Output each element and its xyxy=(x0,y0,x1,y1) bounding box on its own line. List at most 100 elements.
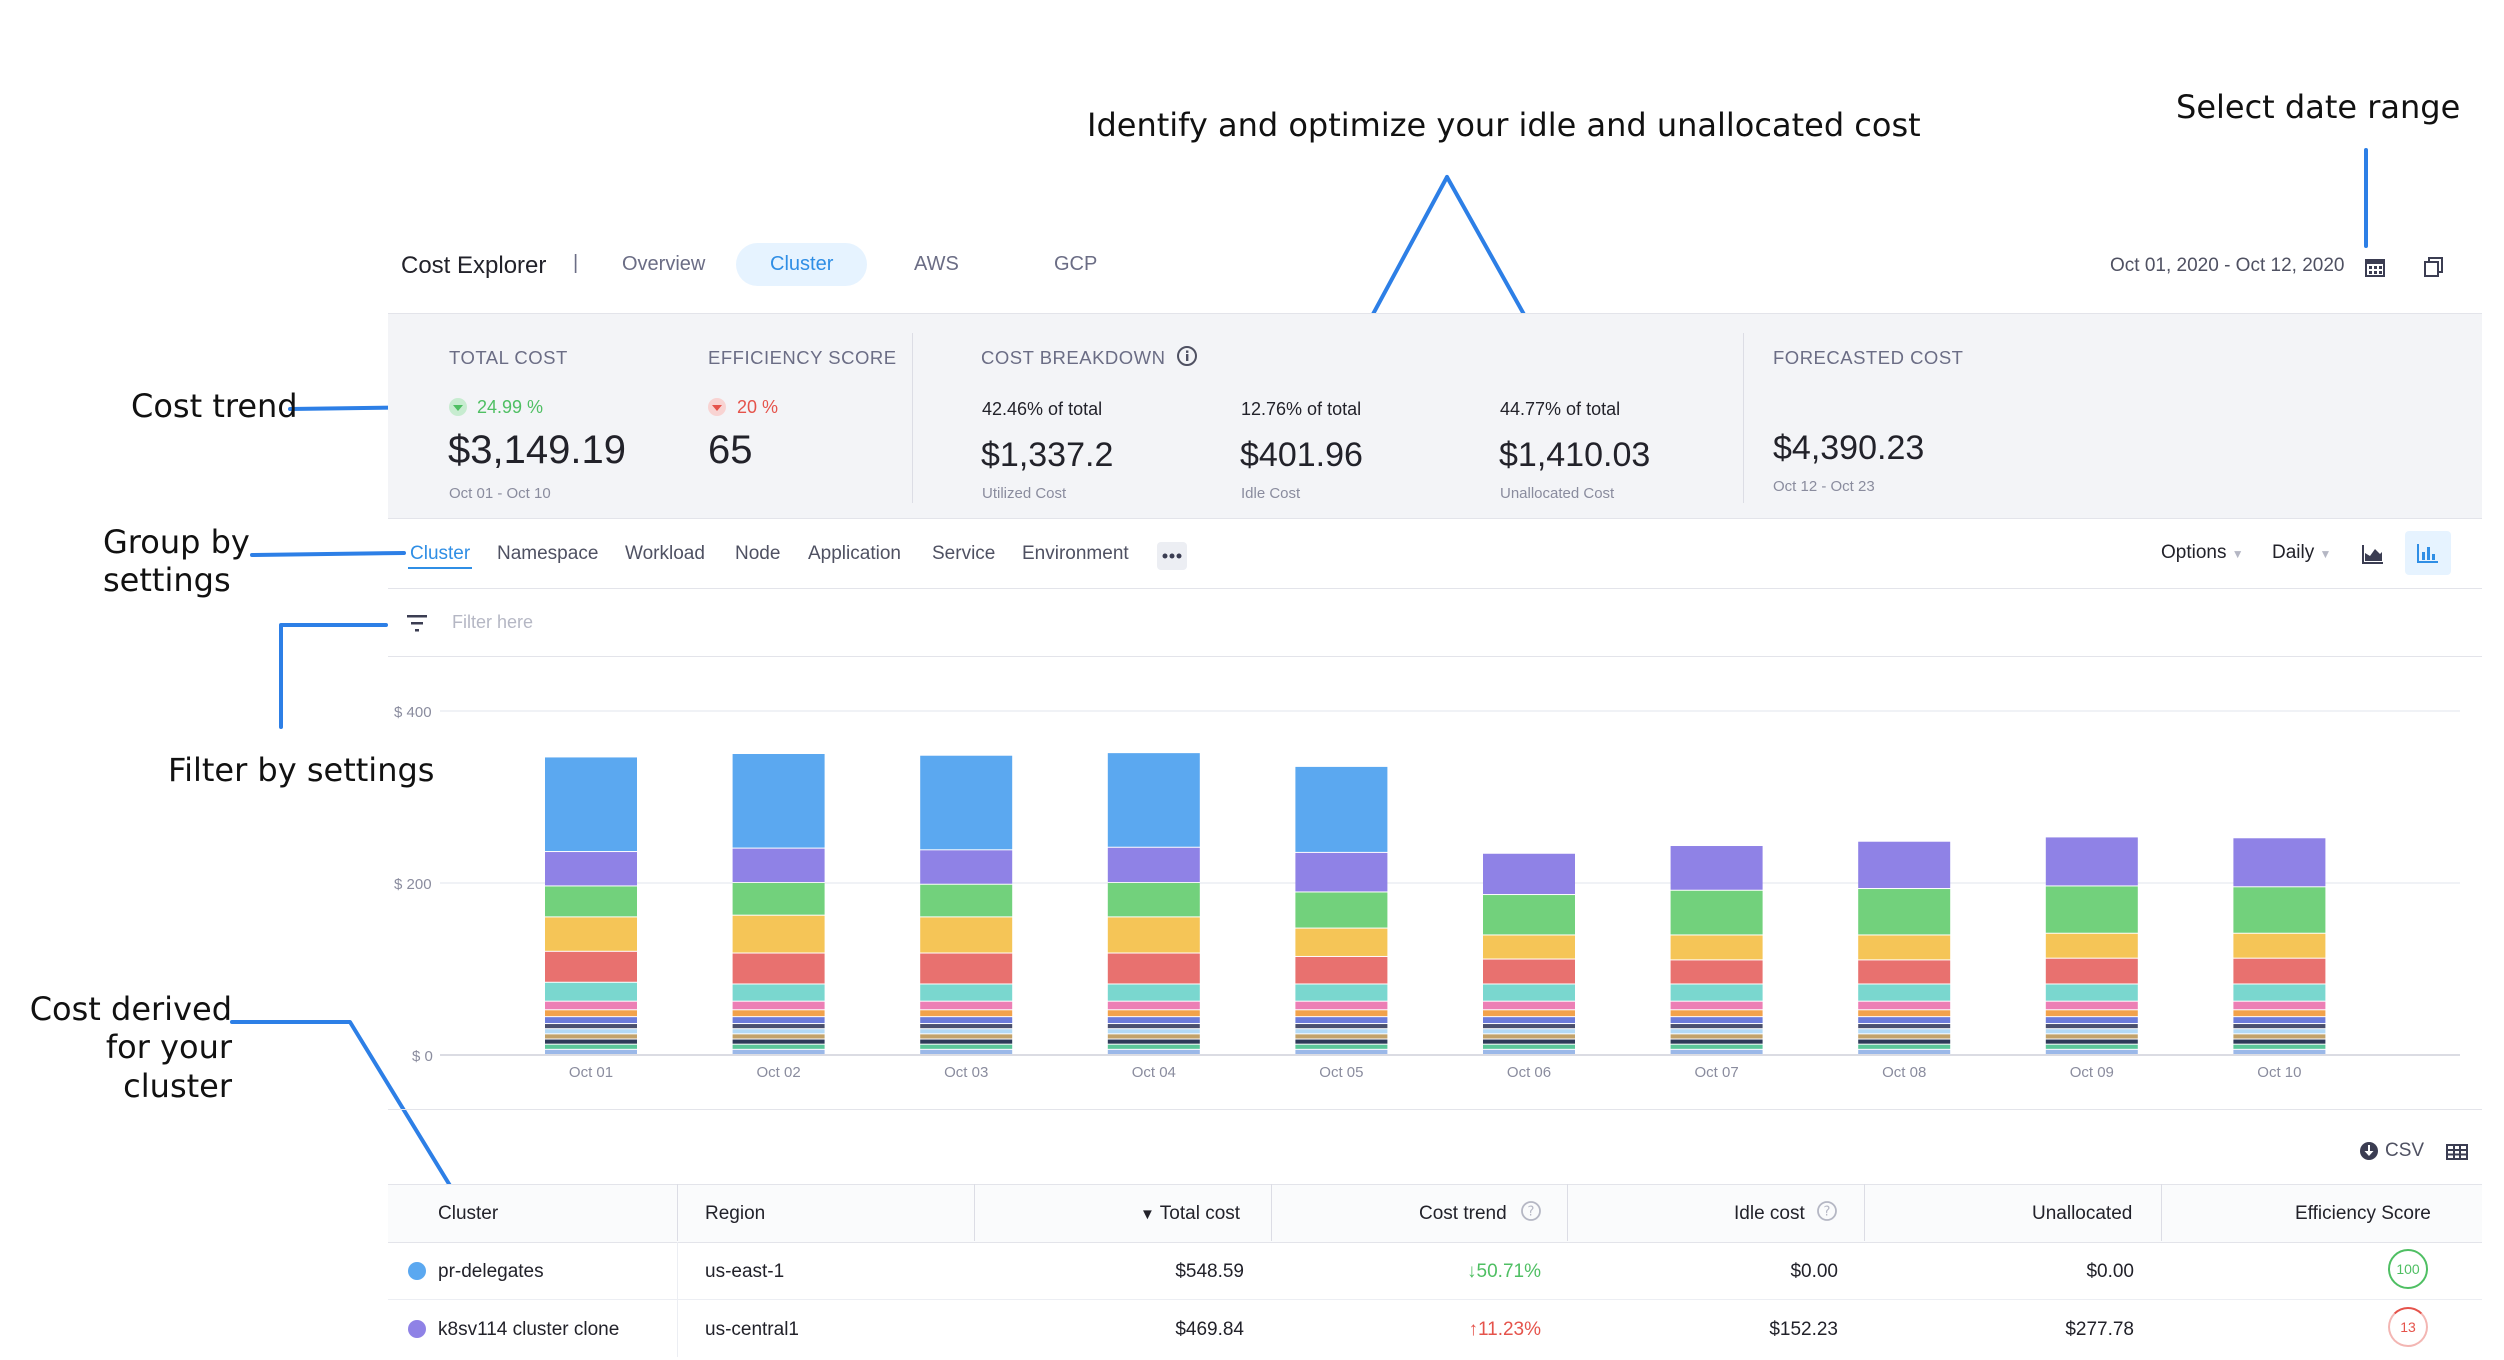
bar-segment[interactable] xyxy=(732,1010,825,1017)
bar-segment[interactable] xyxy=(732,1017,825,1024)
bar-segment[interactable] xyxy=(1107,917,1200,953)
bar-segment[interactable] xyxy=(1858,1017,1951,1024)
bar-segment[interactable] xyxy=(545,917,637,951)
bar-segment[interactable] xyxy=(1483,1010,1575,1017)
bar-segment[interactable] xyxy=(1670,984,1763,1001)
bar-segment[interactable] xyxy=(920,1049,1013,1054)
bar-segment[interactable] xyxy=(2045,1001,2138,1010)
bar-segment[interactable] xyxy=(920,1044,1013,1049)
info-icon[interactable] xyxy=(1176,345,1198,367)
bar-segment[interactable] xyxy=(1107,1034,1200,1039)
bar-segment[interactable] xyxy=(1670,1044,1763,1049)
cluster-name[interactable]: k8sv114 cluster clone xyxy=(438,1319,620,1340)
bar-segment[interactable] xyxy=(1483,1034,1575,1039)
bar-segment[interactable] xyxy=(1670,1024,1763,1029)
bar-segment[interactable] xyxy=(1295,956,1388,984)
bar-segment[interactable] xyxy=(732,848,825,882)
bar-segment[interactable] xyxy=(2045,958,2138,984)
bar-segment[interactable] xyxy=(732,1029,825,1034)
bar-segment[interactable] xyxy=(920,850,1013,884)
bar-segment[interactable] xyxy=(1107,1017,1200,1024)
bar-segment[interactable] xyxy=(1483,1039,1575,1044)
bar-segment[interactable] xyxy=(1858,960,1951,984)
bar-segment[interactable] xyxy=(1483,1017,1575,1024)
bar-segment[interactable] xyxy=(2233,1029,2326,1034)
bar-segment[interactable] xyxy=(1295,928,1388,956)
bar-segment[interactable] xyxy=(545,757,637,852)
bar-segment[interactable] xyxy=(1858,984,1951,1001)
date-range-picker[interactable]: Oct 01, 2020 - Oct 12, 2020 xyxy=(2110,255,2345,276)
bar-segment[interactable] xyxy=(1858,1010,1951,1017)
bar-segment[interactable] xyxy=(1858,1044,1951,1049)
bar-segment[interactable] xyxy=(732,1044,825,1049)
group-tab-environment[interactable]: Environment xyxy=(1022,543,1129,564)
bar-segment[interactable] xyxy=(545,1010,637,1017)
options-dropdown[interactable]: Options ▼ xyxy=(2161,542,2244,564)
bar-segment[interactable] xyxy=(1295,1001,1388,1010)
help-icon[interactable]: ? xyxy=(1816,1200,1838,1222)
bar-segment[interactable] xyxy=(920,1034,1013,1039)
bar-segment[interactable] xyxy=(732,1039,825,1044)
bar-segment[interactable] xyxy=(545,1049,637,1054)
bar-segment[interactable] xyxy=(2233,1017,2326,1024)
bar-segment[interactable] xyxy=(1858,1029,1951,1034)
col-efficiency[interactable]: Efficiency Score xyxy=(2295,1203,2431,1224)
bar-segment[interactable] xyxy=(732,754,825,848)
area-chart-icon[interactable] xyxy=(2361,543,2385,565)
calendar-icon[interactable] xyxy=(2364,256,2386,278)
bar-segment[interactable] xyxy=(1670,1017,1763,1024)
bar-segment[interactable] xyxy=(2233,838,2326,887)
bar-segment[interactable] xyxy=(2045,1010,2138,1017)
bar-segment[interactable] xyxy=(1483,959,1575,984)
bar-segment[interactable] xyxy=(545,1017,637,1024)
bar-segment[interactable] xyxy=(1670,960,1763,984)
bar-segment[interactable] xyxy=(920,1029,1013,1034)
bar-segment[interactable] xyxy=(2045,1029,2138,1034)
bar-segment[interactable] xyxy=(545,1034,637,1039)
bar-segment[interactable] xyxy=(920,755,1013,850)
bar-segment[interactable] xyxy=(1483,1044,1575,1049)
bar-segment[interactable] xyxy=(1670,1049,1763,1054)
group-tab-namespace[interactable]: Namespace xyxy=(497,543,599,564)
bar-segment[interactable] xyxy=(1295,892,1388,928)
bar-segment[interactable] xyxy=(1858,1049,1951,1054)
bar-segment[interactable] xyxy=(1858,1024,1951,1029)
column-settings-icon[interactable] xyxy=(2446,1142,2468,1162)
bar-segment[interactable] xyxy=(1107,1044,1200,1049)
bar-segment[interactable] xyxy=(1107,1049,1200,1054)
bar-segment[interactable] xyxy=(1858,889,1951,935)
bar-segment[interactable] xyxy=(545,982,637,1001)
bar-segment[interactable] xyxy=(2233,887,2326,933)
bar-segment[interactable] xyxy=(2233,958,2326,984)
bar-segment[interactable] xyxy=(1295,1029,1388,1034)
bar-segment[interactable] xyxy=(1670,935,1763,960)
granularity-dropdown[interactable]: Daily ▼ xyxy=(2272,542,2331,564)
bar-segment[interactable] xyxy=(1295,852,1388,892)
bar-segment[interactable] xyxy=(732,984,825,1001)
bar-segment[interactable] xyxy=(1670,890,1763,935)
table-row[interactable] xyxy=(388,1242,2482,1300)
tab-gcp[interactable]: GCP xyxy=(1054,253,1098,275)
bar-segment[interactable] xyxy=(1483,984,1575,1001)
bar-segment[interactable] xyxy=(2233,1039,2326,1044)
bar-segment[interactable] xyxy=(1107,984,1200,1001)
bar-segment[interactable] xyxy=(1483,1024,1575,1029)
bar-segment[interactable] xyxy=(545,951,637,982)
bar-segment[interactable] xyxy=(2045,933,2138,958)
bar-segment[interactable] xyxy=(1295,1034,1388,1039)
copy-icon[interactable] xyxy=(2422,256,2444,278)
bar-segment[interactable] xyxy=(1483,1001,1575,1010)
bar-segment[interactable] xyxy=(2045,1044,2138,1049)
bar-segment[interactable] xyxy=(920,1039,1013,1044)
col-cost-trend[interactable]: Cost trend xyxy=(1419,1203,1507,1224)
bar-segment[interactable] xyxy=(1483,1029,1575,1034)
bar-segment[interactable] xyxy=(920,1001,1013,1010)
bar-segment[interactable] xyxy=(2045,1049,2138,1054)
bar-segment[interactable] xyxy=(545,852,637,886)
bar-segment[interactable] xyxy=(545,1039,637,1044)
bar-segment[interactable] xyxy=(545,886,637,917)
bar-segment[interactable] xyxy=(732,1001,825,1010)
bar-segment[interactable] xyxy=(1107,753,1200,847)
bar-segment[interactable] xyxy=(1483,853,1575,895)
bar-segment[interactable] xyxy=(545,1044,637,1049)
